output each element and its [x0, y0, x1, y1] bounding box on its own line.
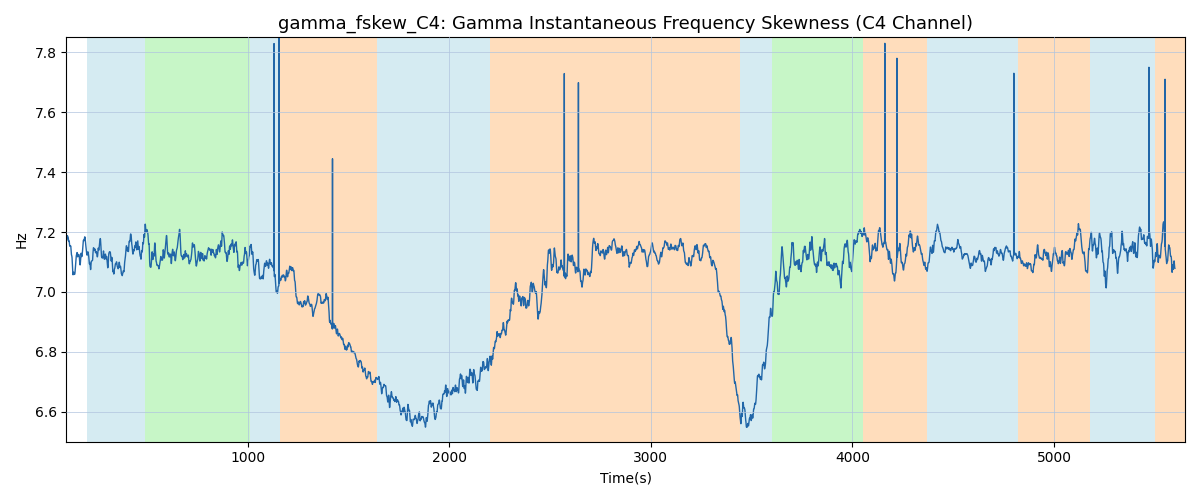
Bar [250, 38, 280, 442]
Bar [490, 38, 739, 442]
Bar [928, 38, 1018, 442]
Bar [772, 38, 863, 442]
Bar [739, 38, 772, 442]
Title: gamma_fskew_C4: Gamma Instantaneous Frequency Skewness (C4 Channel): gamma_fskew_C4: Gamma Instantaneous Freq… [278, 15, 973, 34]
X-axis label: Time(s): Time(s) [600, 471, 652, 485]
Bar [863, 38, 928, 442]
Bar [280, 38, 377, 442]
Y-axis label: Hz: Hz [16, 230, 29, 248]
Bar [1018, 38, 1091, 442]
Bar [1154, 38, 1186, 442]
Bar [145, 38, 250, 442]
Bar [377, 38, 490, 442]
Bar [86, 38, 145, 442]
Bar [1091, 38, 1154, 442]
